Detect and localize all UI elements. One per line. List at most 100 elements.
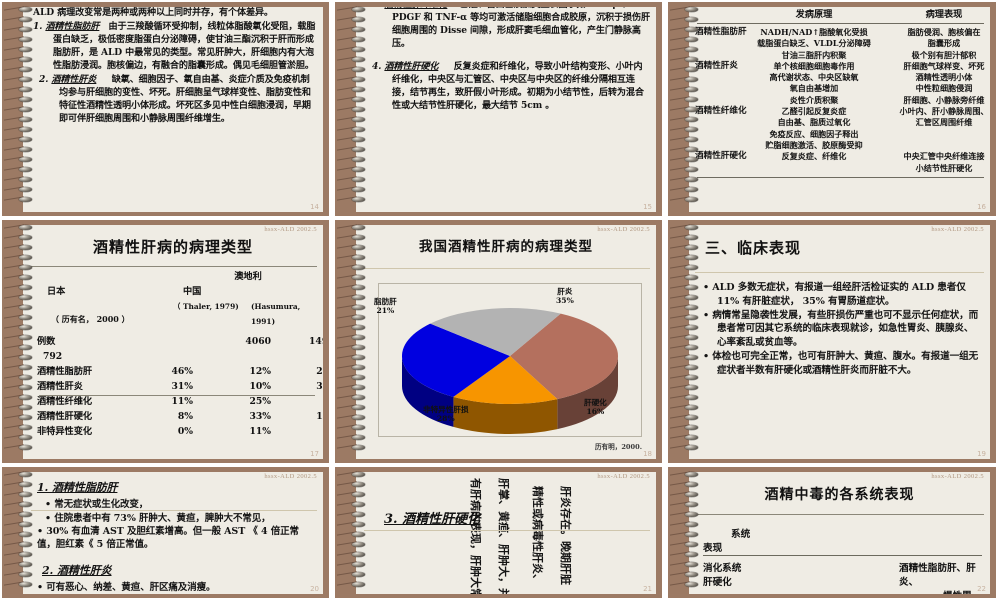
key-term: 酒精性脂肪肝 [45,21,100,32]
cell-japan: 0% [177,426,193,437]
matrix-row: 自由基、脂质过氧化 汇管区周围纤维 [777,117,973,128]
title-divider [695,514,984,515]
table-row: 酒精性肝炎 31% 10% 3 5% [33,379,323,394]
pie-slice-肝硬化 [453,356,558,404]
matrix-row: 免疫反应、细胞因子释出 [769,128,859,139]
col-header-system: 系统 [731,529,751,540]
pie-slice-脂肪肝 [430,308,561,356]
source-thaler: （ Thaler, 1979) [173,302,239,311]
slide-cell-19[interactable]: hssx-ALD 2002.5 三、临床表现 ALD 多数无症状，有报道一组经肝… [666,218,1000,465]
row-label: 酒精性肝硬化 [37,411,93,422]
page-title: 三、临床表现 [705,239,802,257]
bullet-item: 体检也可完全正常，也可有肝肿大、黄疸、腹水。有报道一组无症状者半数有肝硬化或酒精… [703,350,982,378]
table-row: 酒精性脂肪肝 46% 12% 21 % [33,364,323,379]
bullet-item: 30% 有血清 AST 及胆红素增高。但一般 AST 《 4 倍正常 值，胆红素… [37,525,317,552]
subheading-cirrhosis: 3. 酒精性肝硬化 [384,512,481,527]
slide-15[interactable]: 3. 酒精性肝纤维化 乙醛、自由基及肽类生长因子如 TGF-β 、 PDGF 和… [335,2,662,216]
body-line: 缺氧、细胞因子、氧自由基、炎症介质及免疫机制均参与肝细胞的变性、坏死。肝细胞呈气… [59,74,311,124]
pie-chart [378,283,642,437]
list-number: 3. [372,7,381,10]
page-number: 21 [643,585,652,593]
cell-japan: 8% [177,411,193,422]
bullet-item: 可有恶心、纳差、黄疸、肝区痛及消瘦。 [37,581,317,594]
cell-china: 25% [249,396,271,407]
pie-value-cirrhosis: 16% [586,407,605,417]
slide-page: 发病原理 病理表现 酒精性脂肪肝 NADH/NAD↑脂酸氧化受损 脂肪侵润、胞核偏在 载脂… [689,7,990,212]
table-row: 例数 4060 14917 [33,334,323,349]
slide-22[interactable]: hssx-ALD 2002.5 酒精中毒的各系统表现 系统 表现 消化系统 酒精… [668,467,996,598]
chart-source: 历有明，2000. [594,443,642,451]
title-divider [29,266,317,267]
page-number: 22 [977,585,986,593]
table-row: 酒精性纤维化 11% 25% [33,394,319,409]
rotated-line: 肝炎存在。晚期肝脏 [559,486,572,585]
table-row: 酒精性肝硬化 8% 33% 16 % [33,409,323,424]
bullet-item: 病情常呈隐袭性发展，有些肝损伤严重也可不显示任何症状，而患者常可因其它系统的临床… [703,309,982,350]
slide-18[interactable]: hssx-ALD 2002.5 我国酒精性肝病的病理类型 肝炎 35% 肝硬化 16… [335,220,662,463]
pie-side [453,396,558,434]
cell-japan: 792 [43,351,63,362]
pathology-type-table: 澳地利 日本 中国 （ Thaler, 1979) (Hasumura, 199… [33,269,323,439]
key-term: 酒精性肝炎 [51,74,97,85]
slide-14[interactable]: ALD 病理改变常是两种或两种以上同时并存，有个体差异。 1. 酒精性脂肪肝 由… [2,2,329,216]
body-line: 乙醛、自由基及肽类生长因子如 TGF-β 、 PDGF 和 TNF-α 等均可激… [392,7,651,49]
page-number: 14 [310,203,319,211]
slide-page: hssx-ALD 2002.5 酒精中毒的各系统表现 系统 表现 消化系统 酒精… [689,472,990,594]
key-term: 酒精性肝硬化 [384,61,439,72]
slide-cell-18[interactable]: hssx-ALD 2002.5 我国酒精性肝病的病理类型 肝炎 35% 肝硬化 16… [333,218,666,465]
slide-page: 3. 酒精性肝纤维化 乙醛、自由基及肽类生长因子如 TGF-β 、 PDGF 和… [356,7,656,212]
systems-table: 系统 表现 [703,528,984,556]
slide-21[interactable]: hssx-ALD 2002.5 有肝病的表现，肝肿大常见 肝掌、黄疸、肝肿大，并… [335,467,662,598]
matrix-row: 酒精性肝炎 单个核细胞细胞毒作用 肝细胞气球样变、坏死 [695,60,985,71]
pie-label-hepatitis: 肝炎 35% [556,287,574,306]
key-term: 酒精性肝纤维化 [384,7,447,10]
pie-canvas [379,284,641,436]
title-divider [695,272,984,273]
page-title: 酒精中毒的各系统表现 [764,487,915,503]
slide-header-note: hssx-ALD 2002.5 [264,226,317,233]
slide-cell-21[interactable]: hssx-ALD 2002.5 有肝病的表现，肝肿大常见 肝掌、黄疸、肝肿大，并… [333,465,666,600]
matrix-row: 酒精性脂肪肝 NADH/NAD↑脂酸氧化受损 脂肪侵润、胞核偏在 [695,27,981,37]
slide-19[interactable]: hssx-ALD 2002.5 三、临床表现 ALD 多数无症状，有报道一组经肝… [668,220,996,463]
page-title: 酒精性肝病的病理类型 [92,238,253,256]
page-number: 19 [977,450,986,458]
cell-china: 10% [249,381,271,392]
col-header-austria: 澳地利 [234,271,262,282]
source-hasumura: (Hasumura, 1991) [251,302,301,326]
cell-china: 4060 [245,336,271,347]
cell-austria: 3 5% [316,381,323,392]
divider [364,530,650,531]
slide-header-note: hssx-ALD 2002.5 [597,473,650,480]
pie-value-fattyliver: 21% [376,306,395,316]
bullet-item: 住院患者中有 73% 肝肿大、黄疸，脾肿大不常见， [37,512,317,525]
cell-japan: 46% [171,366,193,377]
slide-cell-20[interactable]: hssx-ALD 2002.5 1. 酒精性脂肪肝 常无症状或生化改变， 住院患… [0,465,333,600]
row-manifestation: 慢性胃炎、 [943,590,984,594]
cell-austria: 16 % [316,411,323,422]
slide-cell-16[interactable]: 发病原理 病理表现 酒精性脂肪肝 NADH/NAD↑脂酸氧化受损 脂肪侵润、胞核偏在 载脂… [666,0,1000,218]
slide-cell-15[interactable]: 3. 酒精性肝纤维化 乙醛、自由基及肽类生长因子如 TGF-β 、 PDGF 和… [333,0,666,218]
rotated-text-block: 有肝病的表现，肝肿大常见 肝掌、黄疸、肝肿大，并存。 精性或病毒性肝炎、 肝炎存… [356,472,656,594]
slide-header-note: hssx-ALD 2002.5 [931,226,984,233]
matrix-row: 酒精性肝硬化 反复炎症、纤维化 中央汇管中央纤维连接 [695,151,985,162]
slide-20[interactable]: hssx-ALD 2002.5 1. 酒精性脂肪肝 常无症状或生化改变， 住院患… [2,467,329,598]
cell-austria: 28 [301,424,323,439]
slide-page: hssx-ALD 2002.5 1. 酒精性脂肪肝 常无症状或生化改变， 住院患… [23,472,323,594]
slide-cell-14[interactable]: ALD 病理改变常是两种或两种以上同时并存，有个体差异。 1. 酒精性脂肪肝 由… [0,0,333,218]
slide-cell-22[interactable]: hssx-ALD 2002.5 酒精中毒的各系统表现 系统 表现 消化系统 酒精… [666,465,1000,600]
row-system-cont: 肝硬化 [703,577,732,588]
bullet-item: 常无症状或生化改变， [37,498,317,511]
slide-16[interactable]: 发病原理 病理表现 酒精性脂肪肝 NADH/NAD↑脂酸氧化受损 脂肪侵润、胞核偏在 载脂… [668,2,996,216]
row-label: 酒精性肝炎 [37,381,83,392]
subheading-fatty-liver: 1. 酒精性脂肪肝 [37,481,118,494]
matrix-row: 氧自由基增加 中性粒细胞侵润 [789,83,973,94]
slide-17[interactable]: hssx-ALD 2002.5 酒精性肝病的病理类型 澳地利 日本 中国 （ T… [2,220,329,463]
pie-value-hepatitis: 35% [556,296,574,306]
rotated-line: 精性或病毒性肝炎、 [531,486,544,585]
pie-side [557,356,618,430]
slide-cell-17[interactable]: hssx-ALD 2002.5 酒精性肝病的病理类型 澳地利 日本 中国 （ T… [0,218,333,465]
rotated-line: 肝掌、黄疸、肝肿大，并存。 [497,478,510,594]
col-header-china: 中国 [183,286,202,297]
matrix-row: 载脂蛋白缺乏、VLDL分泌障碍 脂囊形成 [757,38,961,49]
source-japan: （ 历有名， 2000 ） [51,314,130,324]
